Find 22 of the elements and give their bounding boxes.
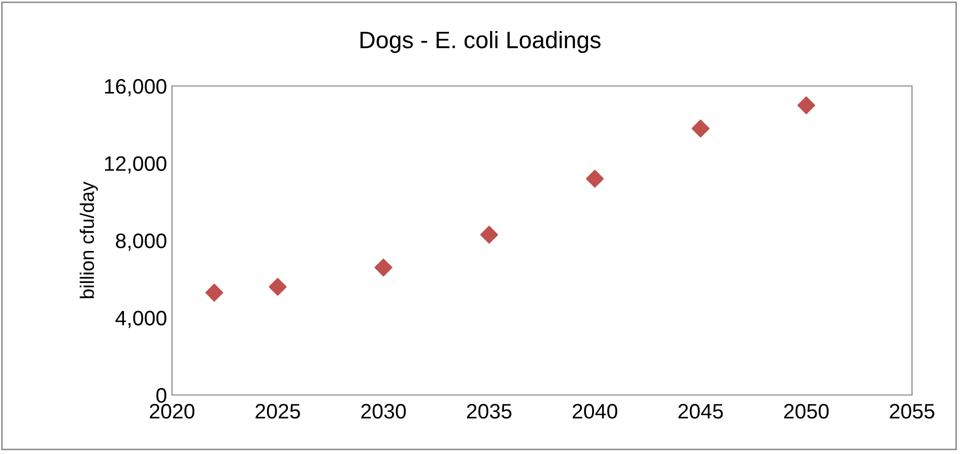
x-tick-label: 2045 [678, 404, 723, 419]
point [268, 278, 287, 296]
point [205, 284, 224, 302]
point [586, 170, 604, 188]
point [374, 258, 392, 276]
x-tick-label: 2050 [784, 404, 829, 419]
point [692, 120, 710, 138]
y-tick-label: 0 [156, 388, 166, 403]
y-tick-label: 8,000 [116, 234, 166, 251]
point [797, 96, 816, 114]
x-tick-label: 2030 [361, 404, 406, 419]
y-tick-label: 4,000 [115, 310, 166, 328]
y-tick-label: 16,000 [105, 79, 166, 96]
x-tick-label: 2040 [572, 404, 618, 419]
point [480, 226, 498, 244]
x-tick-label: 2035 [467, 404, 512, 419]
chart-title: Dogs - E. coli Loadings [360, 30, 601, 54]
x-tick-label: 2020 [150, 404, 194, 419]
x-tick-label: 2025 [256, 404, 300, 419]
y-tick-label: 12,000 [105, 156, 166, 174]
y-axis-title: billion cfu/day [80, 182, 98, 298]
x-tick-label: 2055 [890, 404, 934, 419]
